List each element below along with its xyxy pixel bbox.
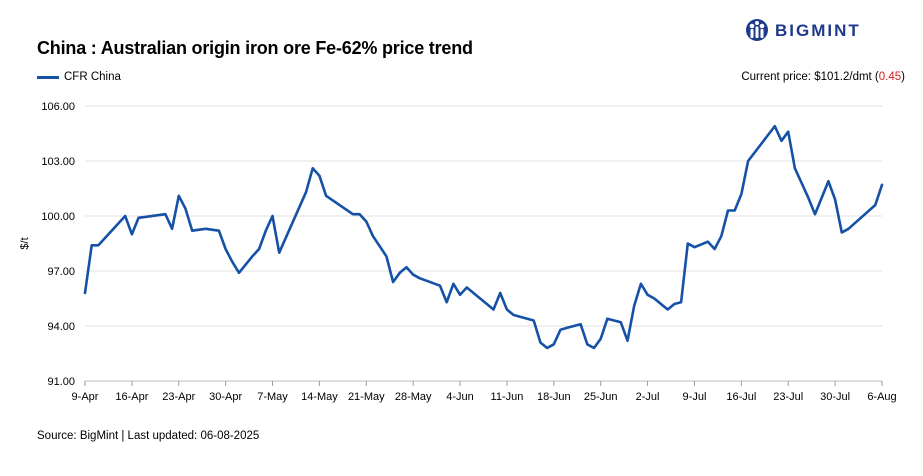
x-tick-label: 18-Jun — [537, 391, 571, 403]
x-tick-label: 6-Aug — [867, 391, 896, 403]
x-tick-label: 9-Jul — [683, 391, 707, 403]
x-tick-label: 23-Apr — [162, 391, 195, 403]
legend-swatch — [37, 75, 59, 79]
bigmint-logo-icon — [746, 19, 768, 41]
y-tick-label: 103.00 — [41, 156, 75, 168]
current-price-close: ) — [901, 71, 905, 83]
x-tick-label: 16-Apr — [115, 391, 148, 403]
x-tick-label: 14-May — [301, 391, 338, 403]
y-tick-label: 97.00 — [47, 266, 75, 278]
y-tick-label: 91.00 — [47, 376, 75, 388]
x-tick-label: 11-Jun — [491, 391, 524, 403]
x-tick-label: 21-May — [348, 391, 385, 403]
legend-label: CFR China — [64, 71, 121, 83]
x-tick-label: 2-Jul — [636, 391, 660, 403]
y-tick-label: 100.00 — [41, 211, 75, 223]
x-tick-label: 30-Apr — [209, 391, 242, 403]
brand-logo[interactable]: BIGMINT — [745, 16, 861, 46]
brand-name: BIGMINT — [775, 21, 861, 40]
chart-title: China : Australian origin iron ore Fe-62… — [37, 38, 473, 58]
y-axis-ticks: 91.00 94.00 97.00 100.00 103.00 106.00 — [41, 101, 75, 388]
current-price: Current price: $101.2/dmt (0.45) — [741, 71, 905, 83]
series-line-cfr-china — [83, 124, 884, 350]
x-tick-label: 25-Jun — [584, 391, 618, 403]
price-change: 0.45 — [878, 71, 902, 83]
chart-legend: CFR China — [37, 71, 121, 83]
x-tick-label: 23-Jul — [773, 391, 803, 403]
y-tick-label: 106.00 — [41, 101, 75, 113]
x-tick-label: 4-Jun — [446, 391, 474, 403]
gridlines — [85, 105, 882, 382]
y-axis-label: $/t — [19, 237, 31, 249]
x-tick-label: 7-May — [257, 391, 288, 403]
current-price-label: Current price: $101.2/dmt ( — [741, 71, 879, 83]
y-tick-label: 94.00 — [47, 321, 75, 333]
x-tick-label: 9-Apr — [72, 391, 99, 403]
x-tick-label: 28-May — [395, 391, 432, 403]
source-note: Source: BigMint | Last updated: 06-08-20… — [37, 430, 260, 442]
x-axis-ticks: 9-Apr 16-Apr 23-Apr 30-Apr 7-May 14-May 21-May… — [72, 381, 897, 403]
x-tick-label: 16-Jul — [726, 391, 756, 403]
x-tick-label: 30-Jul — [820, 391, 850, 403]
